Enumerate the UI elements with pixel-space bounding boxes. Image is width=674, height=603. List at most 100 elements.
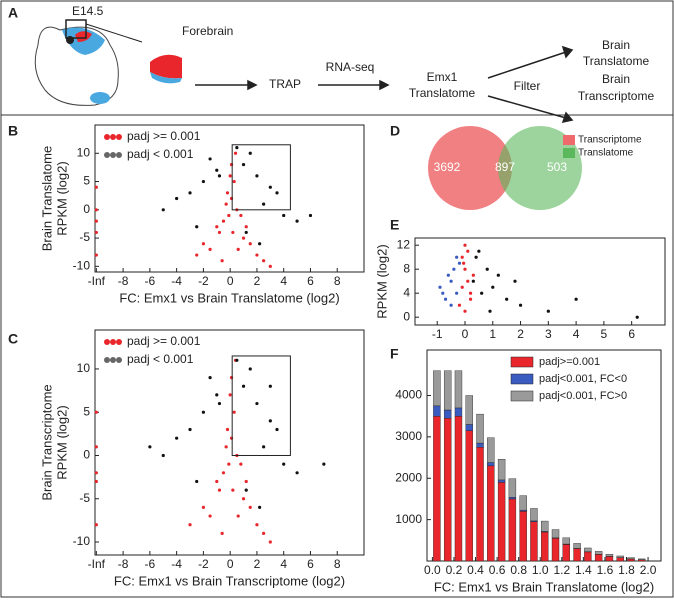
x-tick-label: 6 [307, 557, 314, 571]
y-tick-label: 0 [403, 309, 410, 323]
point [282, 463, 285, 466]
y-tick-label: 5 [83, 404, 90, 418]
point [175, 437, 178, 440]
point [262, 532, 265, 535]
venn-count: 897 [495, 160, 515, 174]
y-tick-label: 4000 [395, 388, 422, 402]
panel-label: F [390, 346, 399, 362]
point [242, 497, 245, 500]
y-tick-label: 8 [403, 261, 410, 275]
legend-marker [104, 152, 110, 158]
stage-label: E14.5 [72, 4, 104, 18]
point [225, 203, 228, 206]
bar-segment [627, 558, 634, 559]
point [234, 152, 237, 155]
legend-marker [104, 357, 110, 363]
point [239, 214, 242, 217]
x-tick-label: 0 [462, 327, 469, 341]
point [309, 214, 312, 217]
bar-segment [509, 497, 516, 499]
x-tick-label: -6 [145, 274, 156, 288]
point [202, 411, 205, 414]
point [269, 265, 272, 268]
point [282, 214, 285, 217]
point [255, 402, 258, 405]
x-tick-label: 4 [573, 327, 580, 341]
point [221, 259, 224, 262]
x-tick-label: 4 [280, 557, 287, 571]
point [575, 298, 578, 301]
point [438, 286, 441, 289]
point [463, 268, 466, 271]
point [225, 445, 228, 448]
point [215, 169, 218, 172]
bar-segment [455, 416, 462, 561]
point [466, 280, 469, 283]
x-tick-label: 8 [334, 274, 341, 288]
bar-segment [466, 431, 473, 561]
point [269, 419, 272, 422]
bar-segment [477, 443, 484, 447]
point [245, 231, 248, 234]
point [221, 532, 224, 535]
x-tick-label: -Inf [88, 557, 106, 571]
point [202, 180, 205, 183]
point [258, 506, 261, 509]
point [469, 292, 472, 295]
x-tick-label: -8 [118, 557, 129, 571]
legend-marker [116, 357, 122, 363]
x-tick-label: -8 [118, 274, 129, 288]
bar-segment [455, 371, 462, 408]
y-tick-label: 10 [77, 361, 91, 375]
forebrain-label: Forebrain [182, 24, 233, 38]
y-tick-label: 4 [403, 285, 410, 299]
x-tick-label: 5 [601, 327, 608, 341]
point [447, 274, 450, 277]
x-axis-label: FC: Emx1 vs Brain Translatome (log2) [434, 579, 654, 594]
venn-count: 3692 [434, 160, 461, 174]
legend-label: Transcriptome [578, 135, 642, 146]
y-tick-label: 10 [77, 145, 91, 159]
bar-segment [498, 459, 505, 480]
bar-segment [606, 556, 613, 561]
point [505, 298, 508, 301]
point [188, 523, 191, 526]
result-label: Translatome [409, 86, 476, 100]
point [95, 253, 98, 256]
point [188, 428, 191, 431]
bar-segment [563, 544, 570, 561]
point [262, 445, 265, 448]
x-tick-label: 2 [254, 274, 261, 288]
venn-count: 503 [547, 160, 567, 174]
point [452, 268, 455, 271]
point [208, 514, 211, 517]
legend-marker [116, 134, 122, 140]
point [162, 208, 165, 211]
point [188, 191, 191, 194]
point [95, 208, 98, 211]
point [462, 262, 465, 265]
point [95, 186, 98, 189]
point [463, 310, 466, 313]
bar-segment [487, 438, 494, 463]
point [275, 428, 278, 431]
x-tick-label: 8 [334, 557, 341, 571]
point [455, 292, 458, 295]
point [262, 259, 265, 262]
point [249, 506, 252, 509]
point [249, 242, 252, 245]
y-tick-label: 1000 [395, 512, 422, 526]
y-axis-label: Brain Transcriptome [39, 384, 54, 500]
bar-segment [509, 479, 516, 498]
point [202, 242, 205, 245]
bar-segment [617, 558, 624, 561]
point [95, 445, 98, 448]
y-tick-label: 3000 [395, 429, 422, 443]
point [237, 514, 240, 517]
point [242, 163, 245, 166]
point [249, 367, 252, 370]
x-tick-label: 2 [517, 327, 524, 341]
point [239, 463, 242, 466]
point [237, 248, 240, 251]
bar-segment [477, 447, 484, 561]
